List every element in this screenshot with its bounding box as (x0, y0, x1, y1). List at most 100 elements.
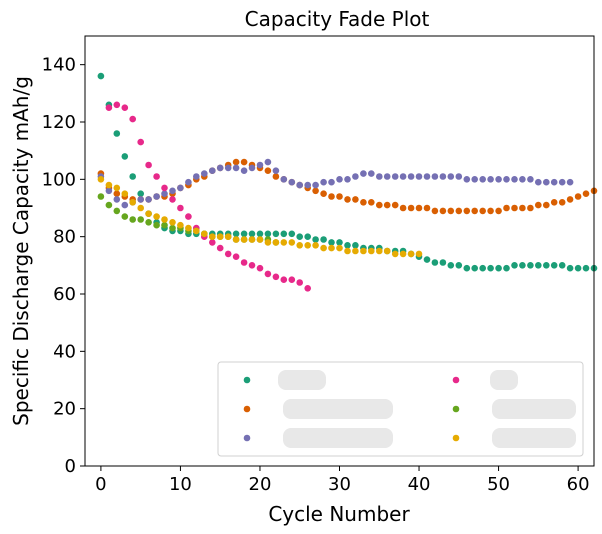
data-point (312, 181, 319, 189)
data-point (368, 199, 375, 206)
data-point (185, 213, 192, 220)
chart-title: Capacity Fade Plot (245, 7, 430, 31)
data-point (161, 216, 168, 223)
data-point (256, 264, 264, 272)
data-point (121, 153, 129, 160)
data-point (463, 176, 471, 183)
data-point (431, 173, 439, 180)
data-point (503, 264, 510, 272)
data-point (153, 173, 160, 180)
data-point (129, 199, 136, 206)
y-tick-label: 40 (53, 341, 76, 362)
data-point (471, 176, 479, 183)
data-point (431, 207, 439, 215)
x-tick-label: 0 (95, 474, 106, 495)
data-point (527, 262, 534, 269)
data-point (232, 253, 240, 260)
data-point (240, 259, 248, 266)
data-point (582, 190, 590, 197)
data-point (224, 250, 232, 258)
data-point (248, 262, 256, 269)
data-point (558, 178, 566, 186)
y-tick-label: 60 (53, 284, 76, 305)
data-point (479, 176, 487, 183)
data-point (312, 187, 319, 195)
data-point (574, 193, 582, 200)
data-point (336, 239, 343, 246)
data-point (177, 221, 184, 229)
data-point (320, 178, 327, 186)
data-point (360, 170, 367, 177)
data-point (280, 239, 288, 246)
data-point (161, 221, 168, 229)
data-point (240, 236, 248, 243)
data-point (121, 213, 129, 220)
data-point (224, 233, 232, 240)
data-point (328, 193, 335, 200)
data-point (558, 262, 566, 269)
data-point (121, 104, 129, 111)
data-point (216, 233, 224, 240)
data-point (209, 233, 216, 240)
data-point (344, 196, 351, 203)
data-point (431, 259, 439, 266)
data-point (177, 184, 184, 192)
data-point (399, 250, 407, 258)
data-point (137, 138, 144, 146)
legend-marker (452, 405, 460, 413)
data-point (391, 250, 399, 258)
data-point (566, 196, 574, 203)
data-point (216, 164, 224, 172)
data-point (201, 230, 208, 238)
data-point (193, 227, 200, 235)
data-point (423, 256, 431, 263)
data-point (169, 219, 176, 226)
data-point (288, 230, 296, 238)
data-point (248, 236, 256, 243)
data-point (336, 193, 343, 200)
y-tick-label: 20 (53, 399, 76, 420)
data-point (407, 204, 415, 212)
data-point (153, 221, 160, 229)
data-point (527, 176, 534, 183)
data-point (439, 173, 447, 180)
legend-label-redacted (492, 428, 576, 448)
data-point (399, 204, 407, 212)
data-point (352, 196, 359, 203)
data-point (550, 262, 558, 269)
x-tick-label: 10 (169, 474, 192, 495)
data-point (240, 167, 248, 174)
data-point (320, 244, 327, 252)
data-point (407, 173, 415, 180)
data-point (447, 262, 455, 269)
data-point (145, 210, 152, 217)
data-point (113, 190, 121, 197)
data-point (447, 173, 455, 180)
data-point (439, 259, 447, 266)
data-point (272, 173, 280, 180)
data-point (153, 213, 160, 220)
data-point (97, 193, 105, 200)
data-point (288, 239, 296, 246)
data-point (145, 161, 152, 169)
data-point (447, 207, 455, 215)
data-point (185, 178, 192, 186)
data-point (304, 242, 312, 249)
data-point (113, 130, 121, 137)
data-point (304, 181, 312, 189)
x-tick-label: 20 (249, 474, 272, 495)
data-point (407, 250, 415, 258)
x-axis-label: Cycle Number (268, 502, 410, 526)
data-point (248, 230, 256, 238)
data-point (368, 247, 375, 255)
y-axis-label: Specific Discharge Capacity mAh/g (9, 76, 33, 426)
data-point (232, 230, 240, 238)
series-4 (105, 101, 312, 292)
legend (217, 361, 584, 457)
legend-label-redacted (278, 370, 326, 390)
data-point (415, 204, 423, 212)
data-point (232, 158, 240, 166)
data-point (352, 242, 359, 249)
data-point (264, 239, 272, 246)
data-point (209, 167, 216, 174)
